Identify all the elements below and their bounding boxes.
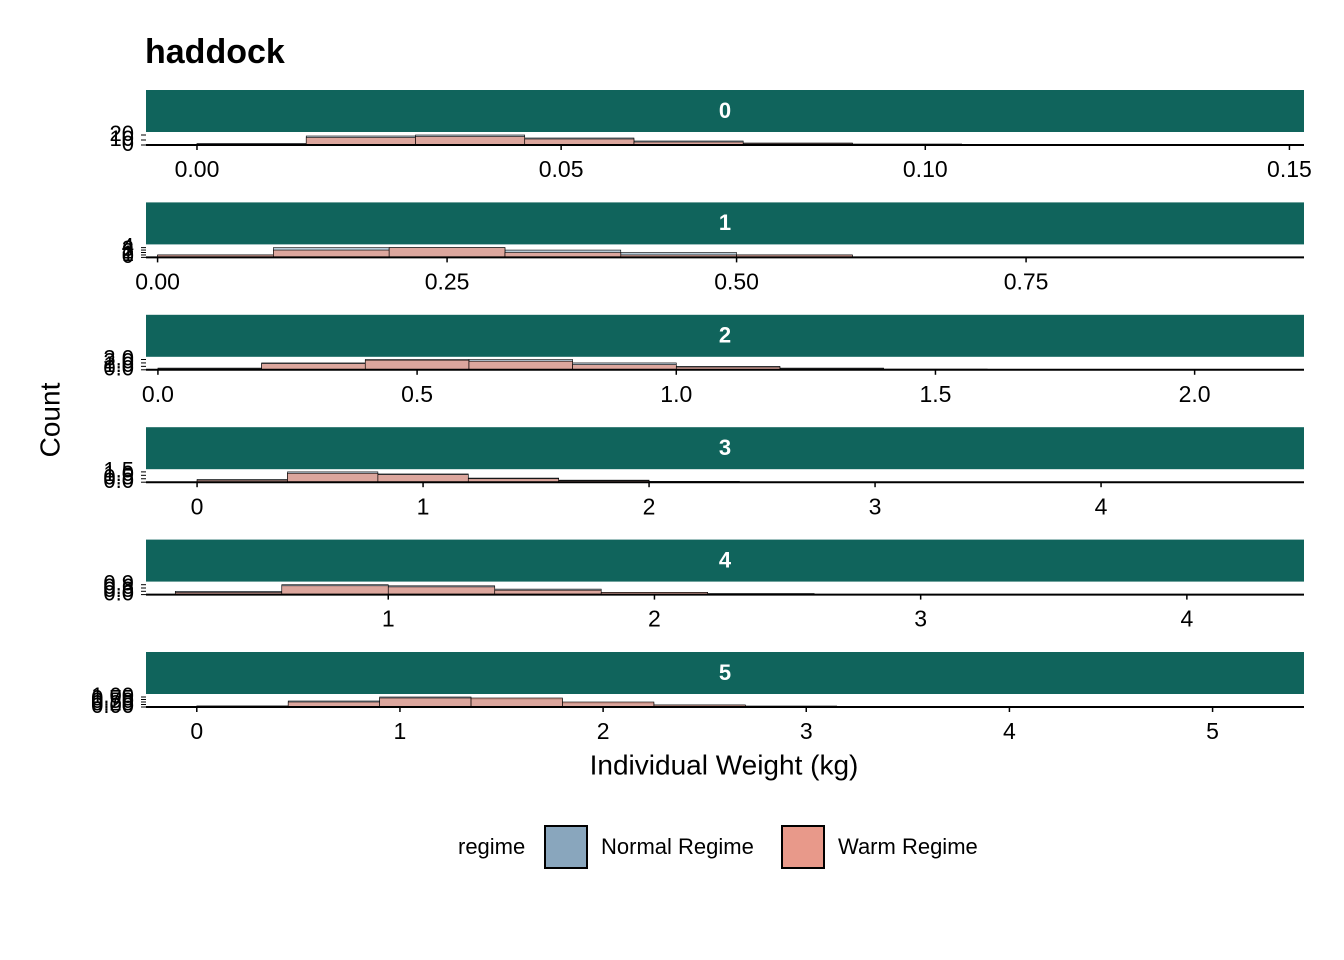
x-tick-label: 0.5 — [401, 381, 433, 407]
y-tick-label: 0 — [122, 243, 134, 268]
y-tick-label: 2.0 — [103, 349, 134, 374]
y-tick-label: 0.9 — [103, 571, 134, 596]
x-tick-label: 4 — [1095, 493, 1108, 519]
x-tick-label: 1 — [382, 606, 395, 632]
facet-strip — [146, 314, 1304, 357]
y-tick-label: 0.75 — [91, 685, 134, 710]
facet-strip — [146, 427, 1304, 470]
y-tick-label: 0.0 — [103, 356, 134, 381]
chart-title: haddock — [145, 33, 285, 71]
facet-strip — [146, 539, 1304, 582]
facet-label: 3 — [719, 435, 731, 460]
x-tick-label: 5 — [1206, 718, 1219, 744]
x-tick-label: 2 — [648, 606, 661, 632]
legend-key — [544, 825, 588, 869]
x-tick-label: 0.75 — [1004, 268, 1049, 294]
x-tick-label: 0.50 — [714, 268, 759, 294]
histogram-bar — [387, 586, 496, 595]
facet-label: 1 — [719, 210, 731, 235]
x-tick-label: 3 — [869, 493, 882, 519]
y-tick-label: 1.0 — [103, 352, 134, 377]
y-tick-label: 1 — [122, 241, 134, 266]
histogram-bar — [305, 137, 416, 146]
histogram-bar — [470, 697, 563, 708]
histogram-bar — [273, 249, 390, 258]
y-tick-label: 3 — [122, 236, 134, 261]
y-tick-label: 0.50 — [91, 688, 134, 713]
facet-strip — [146, 90, 1304, 132]
histogram-bar — [388, 247, 506, 258]
x-tick-label: 1.0 — [660, 381, 692, 407]
y-tick-label: 10 — [110, 126, 134, 151]
x-axis-title: Individual Weight (kg) — [590, 749, 859, 780]
x-tick-label: 4 — [1003, 718, 1016, 744]
y-tick-label: 4 — [122, 233, 134, 258]
facet-label: 0 — [719, 98, 731, 123]
x-tick-label: 1 — [417, 493, 430, 519]
x-tick-label: 0.05 — [539, 156, 584, 182]
legend-label: Warm Regime — [838, 834, 978, 859]
y-tick-label: 0.5 — [103, 465, 134, 490]
y-tick-label: 0.3 — [103, 577, 134, 602]
x-tick-label: 0.15 — [1267, 156, 1312, 182]
x-tick-label: 2 — [597, 718, 610, 744]
facet-label: 2 — [719, 323, 731, 348]
y-tick-label: 0.00 — [91, 693, 134, 718]
y-tick-label: 2 — [122, 238, 134, 263]
x-tick-label: 0 — [191, 493, 204, 519]
y-tick-label: 0.25 — [91, 690, 134, 715]
y-tick-label: 0.0 — [103, 468, 134, 493]
histogram-bar — [281, 585, 389, 595]
x-tick-label: 2 — [643, 493, 656, 519]
y-tick-label: 3.0 — [103, 345, 134, 370]
facet-label: 4 — [719, 547, 732, 572]
y-tick-label: 1.00 — [91, 683, 134, 708]
x-tick-label: 0.00 — [175, 156, 220, 182]
histogram-bar — [364, 359, 470, 371]
histogram-bar — [377, 474, 469, 483]
histogram-bar — [287, 472, 379, 483]
facet-strip — [146, 202, 1304, 245]
legend-key — [781, 825, 825, 869]
y-tick-label: 0.0 — [103, 580, 134, 605]
histogram-bar — [415, 136, 526, 146]
histogram-bar — [379, 697, 472, 708]
y-tick-label: 0 — [122, 131, 134, 156]
legend-label: Normal Regime — [601, 834, 754, 859]
histogram-bar — [468, 360, 573, 371]
y-tick-label: 1.0 — [103, 461, 134, 486]
x-tick-label: 4 — [1180, 606, 1193, 632]
y-axis-title: Count — [34, 382, 65, 457]
facet-strip — [146, 652, 1304, 694]
legend-title: regime — [458, 834, 525, 859]
x-tick-label: 3 — [914, 606, 927, 632]
x-tick-label: 3 — [800, 718, 813, 744]
x-tick-label: 1 — [394, 718, 407, 744]
y-tick-label: 1.5 — [103, 458, 134, 483]
x-tick-label: 2.0 — [1179, 381, 1211, 407]
y-tick-label: 20 — [110, 121, 134, 146]
x-tick-label: 0.25 — [425, 268, 470, 294]
x-tick-label: 1.5 — [919, 381, 951, 407]
y-tick-label: 0.6 — [103, 574, 134, 599]
x-tick-label: 0.0 — [142, 381, 174, 407]
x-tick-label: 0 — [190, 718, 203, 744]
x-tick-label: 0.10 — [903, 156, 948, 182]
facet-label: 5 — [719, 660, 731, 685]
x-tick-label: 0.00 — [135, 268, 180, 294]
